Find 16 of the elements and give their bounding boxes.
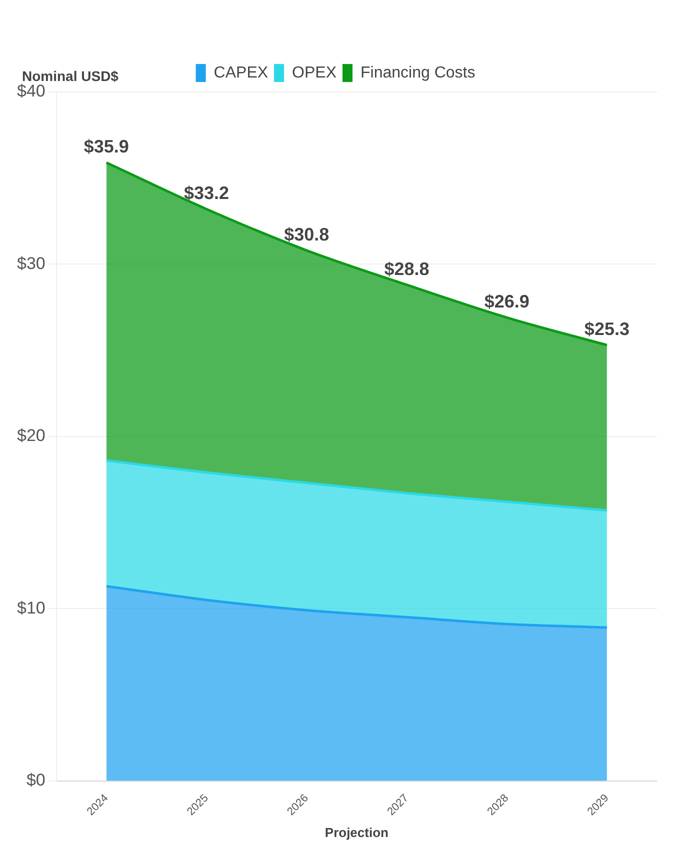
y-tick-label: $40	[16, 82, 46, 101]
legend-label: CAPEX	[214, 64, 268, 82]
legend-label: Financing Costs	[360, 64, 476, 82]
total-label: $25.3	[584, 319, 630, 340]
total-label: $26.9	[484, 292, 530, 312]
y-tick-label: $0	[26, 770, 46, 790]
x-axis-title: Projection	[324, 824, 389, 840]
y-axis-title: Nominal USD$	[22, 68, 119, 84]
total-label: $35.9	[84, 136, 129, 157]
total-label: $33.2	[184, 183, 230, 204]
y-tick-label: $20	[16, 426, 46, 446]
total-label: $30.8	[284, 224, 330, 244]
y-tick-label: $30	[16, 254, 46, 273]
y-tick-label: $10	[16, 598, 46, 618]
legend-label: OPEX	[292, 64, 337, 82]
total-label: $28.8	[384, 258, 430, 279]
